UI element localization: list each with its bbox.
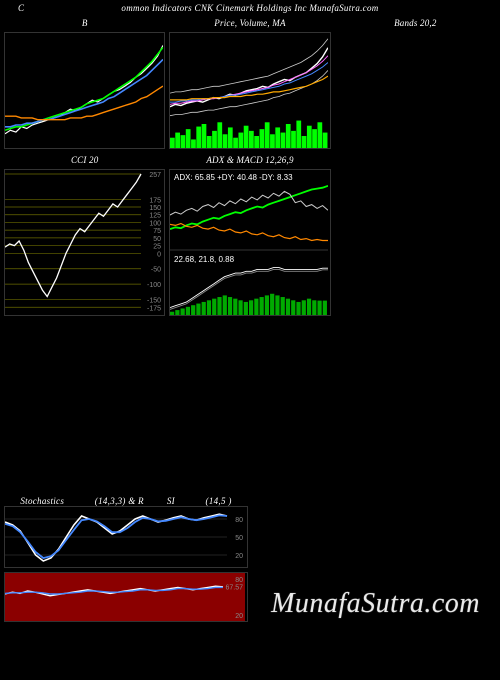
svg-text:-175: -175 (147, 305, 161, 312)
header-center: ommon Indicators CNK Cinemark Holdings I… (121, 3, 378, 13)
svg-text:22.68, 21.8, 0.88: 22.68, 21.8, 0.88 (174, 255, 235, 264)
title-adx-macd: ADX & MACD 12,26,9 (169, 153, 330, 169)
panel-b: B (4, 16, 165, 149)
chart-adx-macd: ADX: 65.85 +DY: 40.48 -DY: 8.33 22.68, 21… (169, 169, 330, 316)
chart-cci: 257 1751501251007550250 -50 -100 -150-175 (4, 169, 165, 316)
svg-text:25: 25 (153, 244, 161, 251)
svg-text:-150: -150 (147, 298, 161, 305)
title-bands: Bands 20,2 (335, 16, 496, 32)
mid-row: CCI 20 257 1751501251007550250 -50 -100 -150… (0, 153, 500, 316)
chart-rsi: 8067.57 20 (4, 572, 248, 622)
svg-text:257: 257 (149, 172, 161, 179)
svg-text:100: 100 (149, 220, 161, 227)
header-left: C (18, 3, 24, 13)
chart-b (4, 32, 165, 149)
panel-adx-macd: ADX & MACD 12,26,9 ADX: 65.85 +DY: 40.48… (169, 153, 330, 316)
svg-text:80: 80 (235, 517, 243, 524)
svg-text:150: 150 (149, 205, 161, 212)
top-row: B Price, Volume, MA Bands 20,2 (0, 16, 500, 149)
svg-text:0: 0 (157, 251, 161, 258)
watermark: MunafaSutra.com (271, 588, 480, 620)
chart-price-ma (169, 32, 330, 149)
panel-cci: CCI 20 257 1751501251007550250 -50 -100 -150… (4, 153, 165, 316)
panel-blank (335, 153, 496, 316)
svg-text:80: 80 (235, 577, 243, 584)
svg-text:ADX: 65.85 +DY: 40.48 -DY: 8.3: ADX: 65.85 +DY: 40.48 -DY: 8.33 (174, 173, 293, 182)
svg-text:50: 50 (153, 236, 161, 243)
svg-text:125: 125 (149, 213, 161, 220)
panel-stoch: Stochastics (14,3,3) & R SI (14,5 ) 80 50… (4, 496, 248, 622)
svg-text:-100: -100 (147, 282, 161, 289)
panel-bands: Bands 20,2 (335, 16, 496, 149)
chart-stoch: 80 50 20 (4, 506, 248, 568)
svg-text:20: 20 (235, 613, 243, 620)
title-stoch: Stochastics (14,3,3) & R SI (14,5 ) (4, 496, 248, 506)
svg-text:175: 175 (149, 197, 161, 204)
svg-text:75: 75 (153, 228, 161, 235)
svg-text:20: 20 (235, 553, 243, 560)
title-price-ma: Price, Volume, MA (169, 16, 330, 32)
svg-text:67.57: 67.57 (225, 584, 243, 591)
svg-text:-50: -50 (151, 267, 161, 274)
svg-text:50: 50 (235, 535, 243, 542)
title-cci: CCI 20 (4, 153, 165, 169)
panel-price-ma: Price, Volume, MA (169, 16, 330, 149)
title-b: B (4, 16, 165, 32)
